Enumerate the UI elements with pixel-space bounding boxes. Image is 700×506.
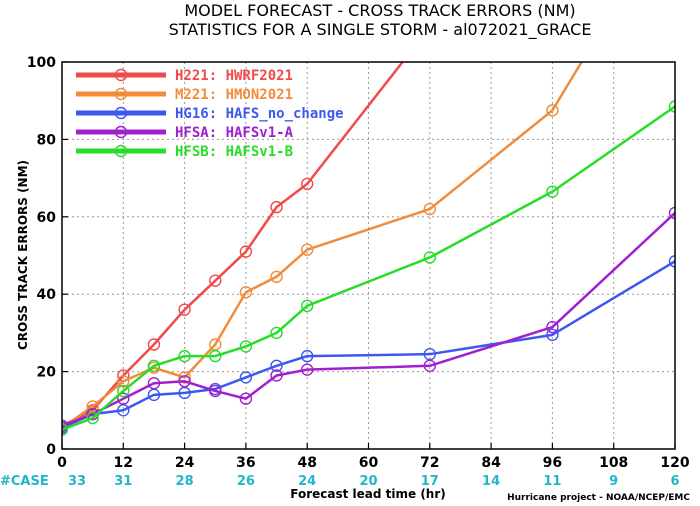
y-tick-label: 60 <box>37 210 57 226</box>
x-tick-label: 60 <box>359 455 379 471</box>
x-tick-label: 48 <box>297 455 316 471</box>
grid <box>62 62 675 449</box>
data-point <box>209 384 222 398</box>
case-label: #CASE <box>0 474 49 489</box>
data-point <box>239 340 253 353</box>
data-point <box>117 392 130 405</box>
data-point <box>239 286 253 299</box>
legend-marker-3 <box>114 125 128 139</box>
x-tick-label: 12 <box>114 455 133 471</box>
case-counts: 33 31 28 26 24 20 17 14 11 9 6 <box>68 474 680 489</box>
data-point <box>117 384 130 398</box>
y-axis-label: CROSS TRACK ERRORS (NM) <box>16 160 30 350</box>
data-point <box>239 371 253 384</box>
data-point <box>270 326 283 340</box>
x-tick-label: 24 <box>175 455 195 471</box>
data-point <box>301 243 314 256</box>
data-point <box>423 251 436 264</box>
chart-subtitle: STATISTICS FOR A SINGLE STORM - al072021… <box>169 20 592 40</box>
data-point <box>546 104 559 117</box>
x-tick-label: 108 <box>599 455 628 471</box>
data-point <box>239 245 253 258</box>
data-point <box>668 255 675 268</box>
legend-marker-1 <box>114 87 128 101</box>
axis-ticks: 0 12 24 36 48 60 72 84 96 108 120 0 20 40 60 80 100 <box>27 55 690 471</box>
legend-entry-3: HFSA: HAFSv1-A <box>175 125 294 141</box>
x-tick-label: 72 <box>420 455 439 471</box>
data-point <box>178 303 191 316</box>
y-tick-label: 20 <box>37 365 57 381</box>
data-point <box>178 371 191 384</box>
data-point <box>178 375 191 388</box>
data-point <box>423 359 436 372</box>
credit-text: Hurricane project - NOAA/NCEP/EMC <box>507 493 690 503</box>
legend-marker-0 <box>114 68 128 82</box>
x-axis-label: Forecast lead time (hr) <box>290 487 446 501</box>
data-point <box>423 202 436 216</box>
data-point <box>147 377 161 390</box>
data-point <box>546 320 559 334</box>
data-point <box>62 423 69 436</box>
data-point <box>270 200 283 214</box>
legend-entry-0: H221: HWRF2021 <box>175 68 293 84</box>
legend-marker-4 <box>114 144 128 158</box>
data-point <box>147 338 161 351</box>
case-count: 26 <box>237 474 255 489</box>
x-tick-label: 84 <box>481 455 501 471</box>
case-count: 31 <box>114 474 132 489</box>
x-tick-label: 36 <box>236 455 255 471</box>
series-layer <box>62 62 675 436</box>
data-point <box>209 274 222 287</box>
data-point <box>270 359 283 372</box>
case-count: 14 <box>482 474 500 489</box>
data-point <box>147 359 161 372</box>
case-count: 20 <box>359 474 377 489</box>
y-tick-label: 40 <box>37 287 57 303</box>
data-point <box>301 363 314 376</box>
legend-marker-2 <box>114 106 128 120</box>
case-count: 9 <box>609 474 618 489</box>
data-point <box>117 375 130 388</box>
data-point <box>301 177 314 191</box>
series-line-1 <box>62 62 584 429</box>
series-line-4 <box>62 105 675 431</box>
plot-frame <box>61 61 676 450</box>
case-count: 28 <box>176 474 194 489</box>
case-count: 11 <box>543 474 561 489</box>
case-count: 17 <box>421 474 439 489</box>
case-count: 33 <box>68 474 86 489</box>
data-point <box>239 392 253 405</box>
x-tick-label: 0 <box>57 455 67 471</box>
data-point <box>178 349 191 363</box>
legend-entry-4: HFSB: HAFSv1-B <box>175 144 293 160</box>
legend-entry-1: M221: HMON2021 <box>175 87 293 103</box>
y-tick-label: 80 <box>37 132 57 148</box>
chart-title: MODEL FORECAST - CROSS TRACK ERRORS (NM) <box>184 1 575 20</box>
legend: H221: HWRF2021 M221: HMON2021 HG16: HAFS_n… <box>76 68 344 160</box>
case-count: 24 <box>298 474 316 489</box>
y-tick-label: 100 <box>27 55 56 71</box>
data-point <box>86 411 99 425</box>
x-tick-label: 96 <box>543 455 562 471</box>
y-tick-label: 0 <box>46 442 56 458</box>
data-point <box>668 206 675 220</box>
data-point <box>270 270 283 283</box>
x-tick-label: 120 <box>660 455 689 471</box>
data-point <box>546 185 559 198</box>
data-point <box>668 100 675 113</box>
data-point <box>546 328 559 342</box>
data-point <box>301 349 314 363</box>
case-count: 6 <box>670 474 679 489</box>
data-point <box>301 299 314 313</box>
data-point <box>270 369 283 382</box>
legend-entry-2: HG16: HAFS_no_change <box>175 106 344 122</box>
data-point <box>209 349 222 363</box>
data-point <box>62 419 69 432</box>
